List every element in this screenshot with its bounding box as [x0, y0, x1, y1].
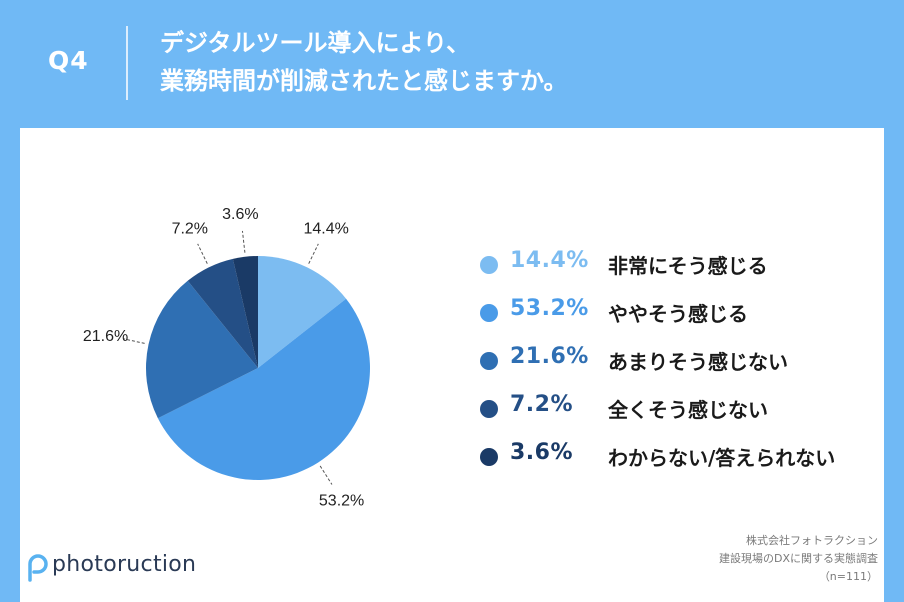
leader-line-1 — [308, 243, 319, 264]
legend-swatch — [480, 448, 498, 466]
pie-slice-3 — [146, 280, 258, 419]
header-divider — [126, 26, 128, 100]
legend-label: あまりそう感じない — [608, 350, 788, 374]
photoruction-logo-icon — [28, 554, 48, 582]
question-title: デジタルツール導入により、 業務時間が削減されたと感じますか。 — [160, 24, 568, 100]
source-company: 株式会社フォトラクション — [746, 534, 878, 547]
legend-item: 14.4% 非常にそう感じる — [480, 246, 880, 294]
question-title-line2: 業務時間が削減されたと感じますか。 — [160, 67, 568, 95]
question-number: Q4 — [48, 46, 89, 75]
legend-value: 3.6% — [510, 440, 574, 465]
legend-swatch — [480, 400, 498, 418]
slice-value-label: 53.2% — [319, 493, 364, 510]
leader-line-4 — [197, 243, 208, 264]
leader-line-5 — [241, 230, 246, 253]
pie-slice-5 — [232, 256, 258, 368]
legend-label: ややそう感じる — [608, 302, 748, 326]
source-sample: （n=111） — [818, 570, 878, 583]
legend-label: わからない/答えられない — [608, 446, 836, 470]
legend-value: 53.2% — [510, 296, 589, 321]
slice-value-label: 14.4% — [304, 221, 349, 238]
legend-item: 7.2% 全くそう感じない — [480, 390, 880, 438]
legend-swatch — [480, 256, 498, 274]
question-header: Q4 デジタルツール導入により、 業務時間が削減されたと感じますか。 — [0, 0, 904, 128]
legend-value: 14.4% — [510, 248, 589, 273]
legend-item: 3.6% わからない/答えられない — [480, 438, 880, 486]
legend-label: 全くそう感じない — [608, 398, 768, 422]
pie-slice-2 — [157, 298, 370, 480]
chart-legend: 14.4% 非常にそう感じる 53.2% ややそう感じる 21.6% あまりそう感じない 7… — [480, 246, 880, 486]
leader-line-3 — [123, 338, 145, 344]
source-note: 株式会社フォトラクション 建設現場のDXに関する実態調査 （n=111） — [719, 532, 878, 586]
pie-slice-1 — [258, 256, 347, 368]
slice-value-label: 3.6% — [222, 206, 258, 223]
brand-name: photoruction — [52, 552, 197, 577]
legend-label: 非常にそう感じる — [608, 254, 768, 278]
leader-line-2 — [319, 465, 333, 485]
legend-swatch — [480, 352, 498, 370]
legend-item: 53.2% ややそう感じる — [480, 294, 880, 342]
pie-slice-4 — [187, 258, 258, 368]
legend-value: 7.2% — [510, 392, 574, 417]
slice-value-label: 21.6% — [83, 328, 128, 345]
legend-item: 21.6% あまりそう感じない — [480, 342, 880, 390]
legend-value: 21.6% — [510, 344, 589, 369]
slice-value-label: 7.2% — [172, 221, 208, 238]
source-survey: 建設現場のDXに関する実態調査 — [718, 552, 878, 565]
question-title-line1: デジタルツール導入により、 — [160, 29, 471, 57]
legend-swatch — [480, 304, 498, 322]
